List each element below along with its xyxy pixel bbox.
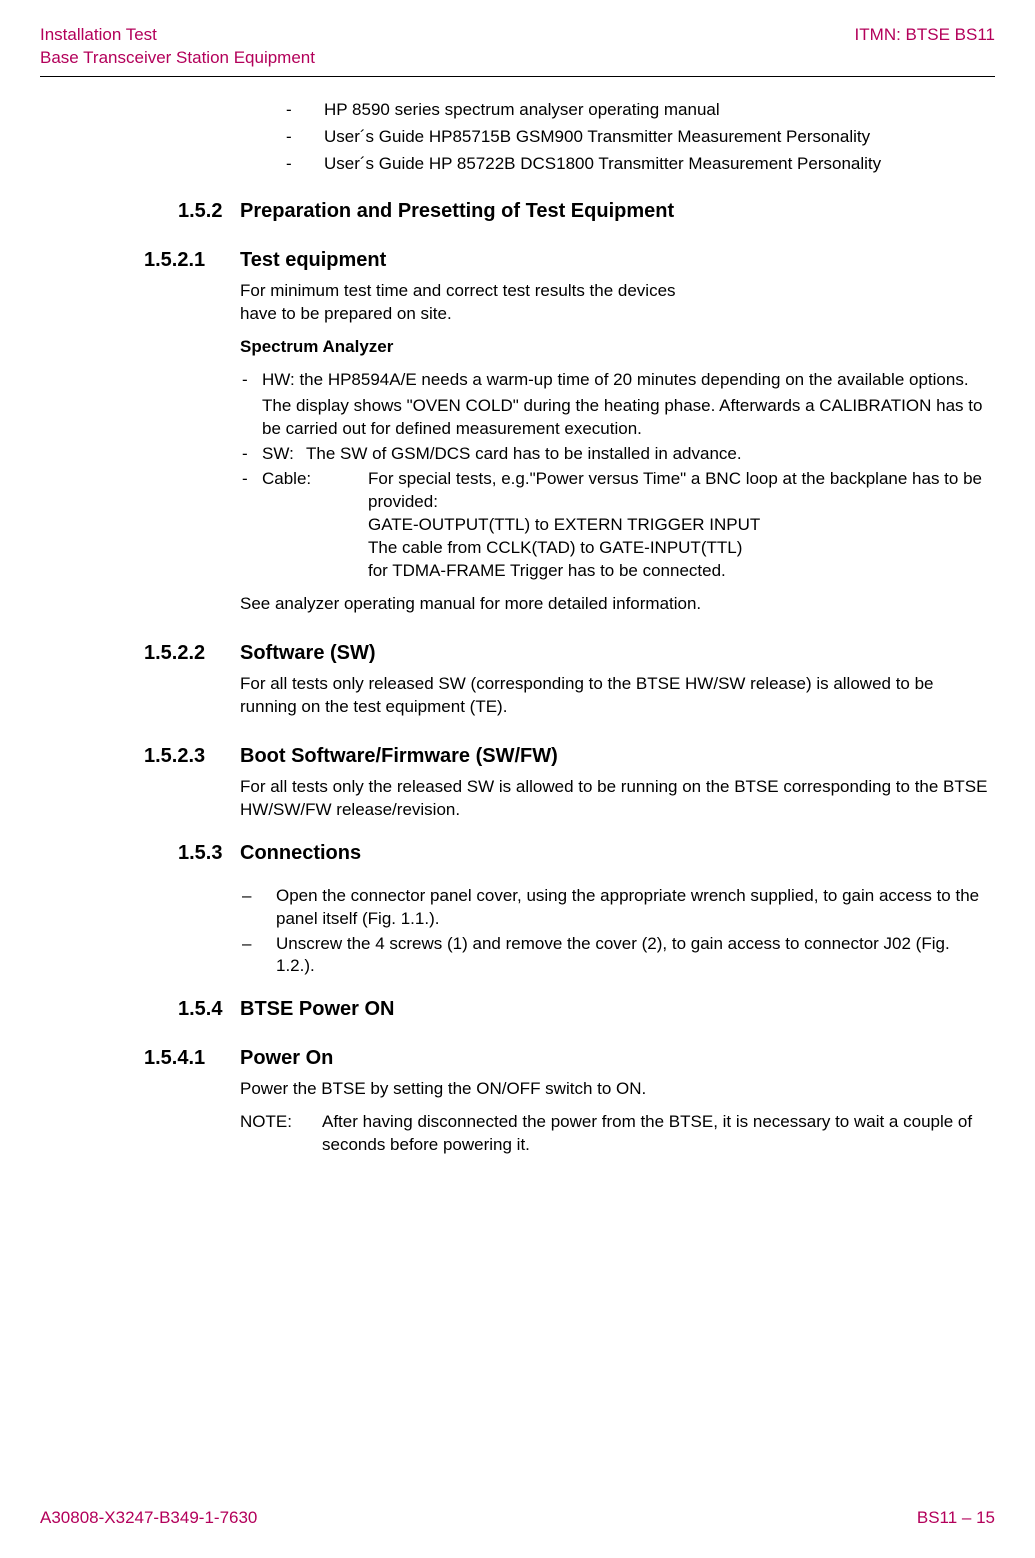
- intro-reference-list: - HP 8590 series spectrum analyser opera…: [240, 99, 993, 176]
- subsection-title: Boot Software/Firmware (SW/FW): [240, 745, 558, 768]
- paragraph: For all tests only released SW (correspo…: [240, 673, 993, 719]
- spectrum-analyzer-list: - HW: the HP8594A/E needs a warm-up time…: [240, 369, 993, 583]
- list-item: - SW: The SW of GSM/DCS card has to be i…: [240, 443, 993, 466]
- text-line: The display shows "OVEN COLD" during the…: [262, 395, 993, 441]
- connections-list: – Open the connector panel cover, using …: [240, 885, 993, 979]
- cable-label: Cable:: [262, 468, 368, 583]
- text-line: for TDMA-FRAME Trigger has to be connect…: [368, 560, 993, 583]
- text-line: GATE-OUTPUT(TTL) to EXTERN TRIGGER INPUT: [368, 514, 993, 537]
- cable-body: For special tests, e.g."Power versus Tim…: [368, 468, 993, 583]
- subsection-number: 1.5.2.3: [144, 745, 240, 768]
- spacer: [240, 871, 993, 885]
- list-item: – Open the connector panel cover, using …: [240, 885, 993, 931]
- list-item: – Unscrew the 4 screws (1) and remove th…: [240, 933, 993, 979]
- list-item-body: SW: The SW of GSM/DCS card has to be ins…: [262, 443, 993, 466]
- section-title: Connections: [240, 842, 361, 865]
- section-heading-1.5.2: 1.5.2 Preparation and Presetting of Test…: [178, 200, 993, 223]
- subsection-number: 1.5.2.2: [144, 642, 240, 665]
- subsection-title: Software (SW): [240, 642, 376, 665]
- section-heading-1.5.4: 1.5.4 BTSE Power ON: [178, 998, 993, 1021]
- list-item-body: HW: the HP8594A/E needs a warm-up time o…: [262, 369, 993, 442]
- footer-left: A30808-X3247-B349-1-7630: [40, 1508, 257, 1528]
- subsection-title: Power On: [240, 1047, 333, 1070]
- section-title: BTSE Power ON: [240, 998, 394, 1021]
- content-area: - HP 8590 series spectrum analyser opera…: [40, 99, 995, 1157]
- note-label: NOTE:: [240, 1111, 322, 1157]
- sw-label: SW:: [262, 443, 306, 466]
- list-item-text: User´s Guide HP85715B GSM900 Transmitter…: [324, 126, 993, 149]
- header-right: ITMN: BTSE BS11: [855, 24, 995, 70]
- page: Installation Test Base Transceiver Stati…: [0, 0, 1035, 1157]
- list-item-text: HP 8590 series spectrum analyser operati…: [324, 99, 993, 122]
- text-line: The cable from CCLK(TAD) to GATE-INPUT(T…: [368, 537, 993, 560]
- section-heading-1.5.3: 1.5.3 Connections: [178, 842, 993, 865]
- page-header: Installation Test Base Transceiver Stati…: [40, 24, 995, 70]
- header-rule: [40, 76, 995, 77]
- subsection-number: 1.5.4.1: [144, 1047, 240, 1070]
- note-body: After having disconnected the power from…: [322, 1111, 993, 1157]
- header-left-line1: Installation Test: [40, 24, 315, 47]
- list-item: - User´s Guide HP85715B GSM900 Transmitt…: [282, 126, 993, 149]
- list-item-body: Cable: For special tests, e.g."Power ver…: [262, 468, 993, 583]
- subsection-title: Test equipment: [240, 249, 386, 272]
- text-line: have to be prepared on site.: [240, 304, 452, 323]
- section-number: 1.5.4: [178, 998, 240, 1021]
- paragraph: Power the BTSE by setting the ON/OFF swi…: [240, 1078, 993, 1101]
- list-item: - HP 8590 series spectrum analyser opera…: [282, 99, 993, 122]
- dash-icon: -: [282, 126, 324, 149]
- dash-icon: -: [282, 99, 324, 122]
- list-item-text: Unscrew the 4 screws (1) and remove the …: [276, 933, 993, 979]
- paragraph: For minimum test time and correct test r…: [240, 280, 993, 326]
- subsection-number: 1.5.2.1: [144, 249, 240, 272]
- note-block: NOTE: After having disconnected the powe…: [240, 1111, 993, 1157]
- paragraph: For all tests only the released SW is al…: [240, 776, 993, 822]
- dash-icon: -: [240, 443, 262, 466]
- list-item: - User´s Guide HP 85722B DCS1800 Transmi…: [282, 153, 993, 176]
- list-item: - HW: the HP8594A/E needs a warm-up time…: [240, 369, 993, 442]
- dash-icon: -: [240, 468, 262, 583]
- page-footer: A30808-X3247-B349-1-7630 BS11 – 15: [40, 1508, 995, 1528]
- header-left-line2: Base Transceiver Station Equipment: [40, 47, 315, 70]
- text-line: HW: the HP8594A/E needs a warm-up time o…: [262, 369, 993, 392]
- section-number: 1.5.3: [178, 842, 240, 865]
- list-item-text: Open the connector panel cover, using th…: [276, 885, 993, 931]
- spectrum-analyzer-heading: Spectrum Analyzer: [240, 336, 993, 359]
- list-item: - Cable: For special tests, e.g."Power v…: [240, 468, 993, 583]
- sw-body: The SW of GSM/DCS card has to be install…: [306, 443, 993, 466]
- header-left: Installation Test Base Transceiver Stati…: [40, 24, 315, 70]
- endash-icon: –: [240, 933, 276, 979]
- dash-icon: -: [240, 369, 262, 442]
- list-item-text: User´s Guide HP 85722B DCS1800 Transmitt…: [324, 153, 993, 176]
- subsection-heading-1.5.2.3: 1.5.2.3 Boot Software/Firmware (SW/FW): [144, 745, 993, 768]
- text-line: For special tests, e.g."Power versus Tim…: [368, 468, 993, 514]
- endash-icon: –: [240, 885, 276, 931]
- dash-icon: -: [282, 153, 324, 176]
- section-number: 1.5.2: [178, 200, 240, 223]
- paragraph: See analyzer operating manual for more d…: [240, 593, 993, 616]
- subsection-heading-1.5.2.2: 1.5.2.2 Software (SW): [144, 642, 993, 665]
- footer-right: BS11 – 15: [917, 1508, 995, 1528]
- section-title: Preparation and Presetting of Test Equip…: [240, 200, 674, 223]
- subsection-heading-1.5.2.1: 1.5.2.1 Test equipment: [144, 249, 993, 272]
- text-line: For minimum test time and correct test r…: [240, 281, 676, 300]
- subsection-heading-1.5.4.1: 1.5.4.1 Power On: [144, 1047, 993, 1070]
